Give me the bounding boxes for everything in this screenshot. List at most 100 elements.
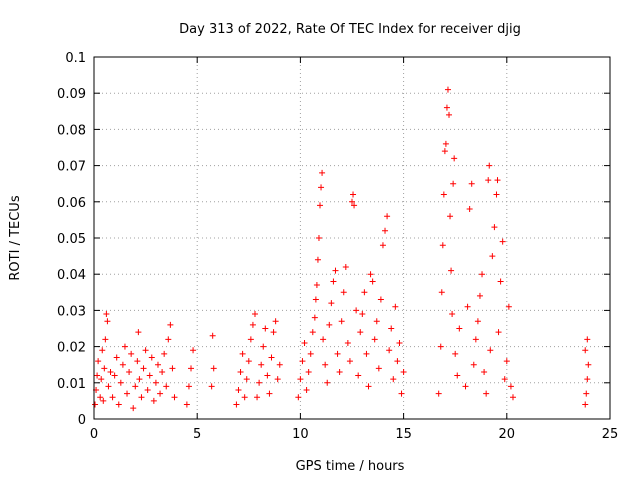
- data-point: [384, 213, 391, 220]
- data-point: [497, 278, 504, 285]
- data-point: [235, 387, 242, 394]
- data-point: [260, 343, 267, 350]
- data-point: [332, 267, 339, 274]
- data-point: [241, 394, 248, 401]
- data-point: [322, 361, 329, 368]
- data-point: [468, 180, 475, 187]
- data-point: [319, 169, 326, 176]
- data-point: [437, 343, 444, 350]
- data-point: [117, 379, 124, 386]
- data-point: [307, 350, 314, 357]
- data-point: [128, 350, 135, 357]
- data-point: [489, 253, 496, 260]
- data-point: [346, 358, 353, 365]
- data-point: [442, 140, 449, 147]
- data-point: [340, 289, 347, 296]
- data-point: [336, 368, 343, 375]
- data-point: [150, 397, 157, 404]
- data-point: [266, 390, 273, 397]
- data-point: [119, 361, 126, 368]
- data-point: [188, 365, 195, 372]
- data-point: [105, 383, 112, 390]
- data-point: [367, 271, 374, 278]
- data-point: [377, 296, 384, 303]
- data-point: [270, 329, 277, 336]
- data-point: [312, 296, 319, 303]
- data-point: [456, 325, 463, 332]
- data-point: [311, 314, 318, 321]
- y-tick-label: 0.06: [57, 196, 86, 211]
- data-point: [379, 242, 386, 249]
- data-point: [449, 311, 456, 318]
- data-point: [163, 383, 170, 390]
- data-point: [375, 365, 382, 372]
- data-point: [373, 318, 380, 325]
- data-point: [439, 242, 446, 249]
- data-point: [144, 387, 151, 394]
- data-point: [124, 390, 131, 397]
- x-axis-label: GPS time / hours: [296, 459, 405, 474]
- data-point: [392, 303, 399, 310]
- data-point: [357, 329, 364, 336]
- data-point: [503, 358, 510, 365]
- data-point: [342, 263, 349, 270]
- data-point: [121, 343, 128, 350]
- data-point: [328, 300, 335, 307]
- data-point: [258, 361, 265, 368]
- data-point: [171, 394, 178, 401]
- y-tick-label: 0.03: [57, 304, 86, 319]
- data-point: [390, 376, 397, 383]
- data-point: [268, 354, 275, 361]
- data-point: [165, 336, 172, 343]
- data-point: [115, 401, 122, 408]
- data-point: [481, 368, 488, 375]
- data-point: [509, 394, 516, 401]
- y-tick-label: 0.09: [57, 87, 86, 102]
- data-point: [474, 318, 481, 325]
- data-point: [454, 372, 461, 379]
- data-point: [398, 390, 405, 397]
- data-point: [209, 332, 216, 339]
- y-tick-label: 0.07: [57, 160, 86, 175]
- data-point: [400, 368, 407, 375]
- data-point: [146, 372, 153, 379]
- data-point: [369, 278, 376, 285]
- data-point: [276, 361, 283, 368]
- data-point: [396, 339, 403, 346]
- data-point: [448, 267, 455, 274]
- data-point: [113, 354, 120, 361]
- data-point: [295, 394, 302, 401]
- data-point: [452, 350, 459, 357]
- data-point: [435, 390, 442, 397]
- data-point: [100, 397, 107, 404]
- data-point: [299, 358, 306, 365]
- data-point: [103, 311, 110, 318]
- data-point: [584, 336, 591, 343]
- data-point: [485, 177, 492, 184]
- data-point: [507, 383, 514, 390]
- data-point: [584, 376, 591, 383]
- data-point: [99, 347, 106, 354]
- data-point: [443, 104, 450, 111]
- data-point: [491, 224, 498, 231]
- data-point: [451, 155, 458, 162]
- grid-lines: [94, 57, 610, 419]
- data-point: [585, 361, 592, 368]
- data-point: [499, 238, 506, 245]
- data-point: [237, 368, 244, 375]
- data-point: [138, 394, 145, 401]
- data-point: [274, 376, 281, 383]
- data-point: [264, 372, 271, 379]
- data-point: [359, 311, 366, 318]
- data-point: [338, 318, 345, 325]
- data-point: [309, 329, 316, 336]
- data-point: [256, 379, 263, 386]
- data-point: [254, 394, 261, 401]
- data-point: [185, 383, 192, 390]
- data-point: [326, 321, 333, 328]
- data-point: [462, 383, 469, 390]
- data-point: [318, 184, 325, 191]
- data-point: [233, 401, 240, 408]
- data-point: [262, 325, 269, 332]
